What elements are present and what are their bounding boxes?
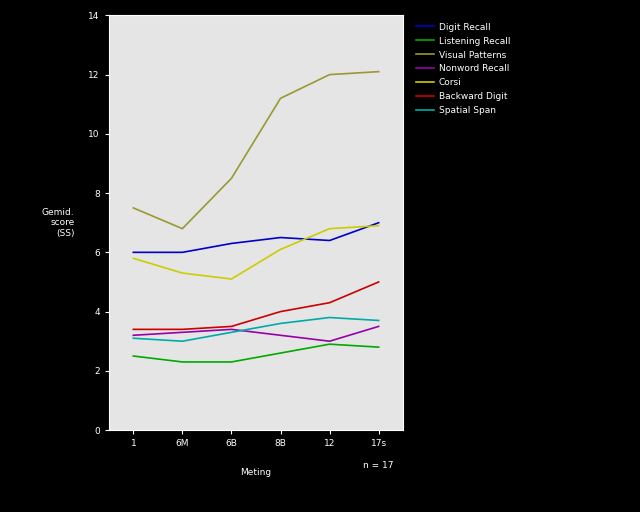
Line: Nonword Recall: Nonword Recall [133, 327, 379, 341]
Visual Patterns [375, 69, 383, 75]
Line: Backward Digit: Backward Digit [133, 282, 379, 329]
Visual Patterns [179, 226, 186, 232]
X-axis label: Meting: Meting [241, 467, 271, 477]
Line: Visual Patterns: Visual Patterns [133, 72, 379, 229]
Backward Digit [326, 300, 333, 306]
Backward Digit [228, 324, 236, 330]
Line: Corsi: Corsi [133, 226, 379, 279]
Corsi [179, 270, 186, 276]
Listening Recall [129, 353, 137, 359]
Spatial Span [375, 317, 383, 324]
Legend: Digit Recall, Listening Recall, Visual Patterns, Nonword Recall, Corsi, Backward: Digit Recall, Listening Recall, Visual P… [413, 20, 513, 118]
Line: Spatial Span: Spatial Span [133, 317, 379, 341]
Spatial Span [276, 321, 284, 327]
Visual Patterns [326, 72, 333, 78]
Listening Recall [375, 344, 383, 350]
Backward Digit [179, 326, 186, 332]
Corsi [375, 223, 383, 229]
Visual Patterns [129, 205, 137, 211]
Backward Digit [276, 309, 284, 315]
Digit Recall [179, 249, 186, 255]
Nonword Recall [228, 326, 236, 332]
Nonword Recall [326, 338, 333, 344]
Corsi [129, 255, 137, 261]
Digit Recall [375, 220, 383, 226]
Visual Patterns [228, 175, 236, 181]
Text: n = 17: n = 17 [364, 461, 394, 470]
Listening Recall [276, 350, 284, 356]
Visual Patterns [276, 95, 284, 101]
Nonword Recall [276, 332, 284, 338]
Backward Digit [129, 326, 137, 332]
Spatial Span [326, 314, 333, 321]
Digit Recall [276, 234, 284, 241]
Corsi [276, 246, 284, 252]
Y-axis label: Gemid.
score
(SS): Gemid. score (SS) [42, 208, 74, 238]
Listening Recall [326, 341, 333, 347]
Nonword Recall [375, 324, 383, 330]
Corsi [228, 276, 236, 282]
Listening Recall [228, 359, 236, 365]
Line: Digit Recall: Digit Recall [133, 223, 379, 252]
Digit Recall [228, 241, 236, 247]
Spatial Span [228, 329, 236, 335]
Line: Listening Recall: Listening Recall [133, 344, 379, 362]
Spatial Span [129, 335, 137, 342]
Digit Recall [129, 249, 137, 255]
Digit Recall [326, 238, 333, 244]
Backward Digit [375, 279, 383, 285]
Listening Recall [179, 359, 186, 365]
Corsi [326, 226, 333, 232]
Nonword Recall [129, 332, 137, 338]
Nonword Recall [179, 329, 186, 335]
Spatial Span [179, 338, 186, 344]
